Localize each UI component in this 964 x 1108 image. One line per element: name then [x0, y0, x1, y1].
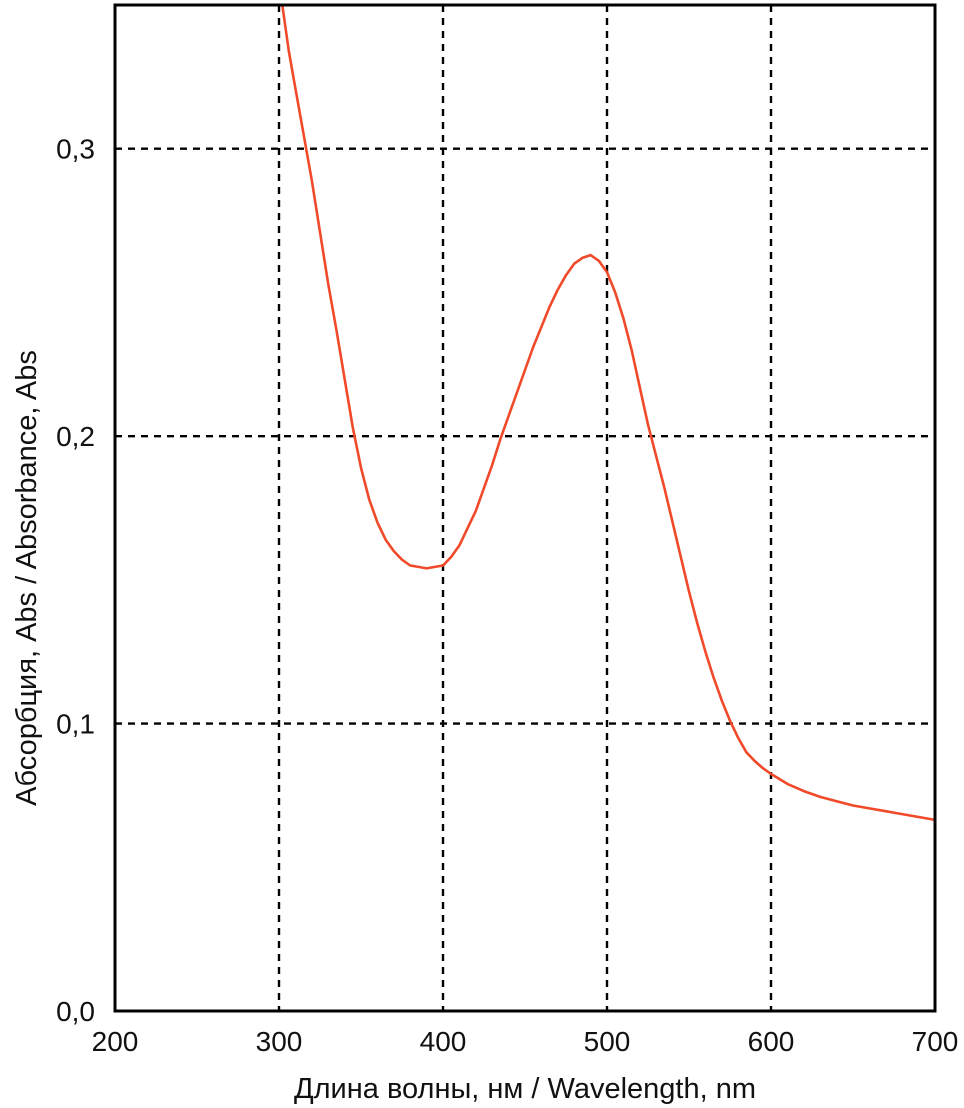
y-tick-label: 0,1 [56, 709, 95, 740]
x-tick-label: 400 [420, 1026, 467, 1057]
series-layer [280, 3, 937, 822]
y-axis-title: Абсорбция, Abs / Absorbance, Abs [11, 350, 43, 806]
series-line [280, 3, 937, 822]
x-tick-label: 200 [92, 1026, 139, 1057]
y-tick-label: 0,2 [56, 421, 95, 452]
x-tick-label: 500 [584, 1026, 631, 1057]
x-tick-labels: 200 300 400 500 600 700 [92, 1026, 959, 1057]
x-tick-label: 700 [912, 1026, 959, 1057]
gridlines [115, 5, 935, 1011]
plot-frame [113, 3, 937, 1013]
x-tick-label: 300 [256, 1026, 303, 1057]
y-tick-labels: 0,0 0,1 0,2 0,3 [56, 134, 95, 1027]
x-axis-title: Длина волны, нм / Wavelength, nm [294, 1073, 756, 1105]
y-tick-label: 0,3 [56, 134, 95, 165]
x-tick-label: 600 [748, 1026, 795, 1057]
y-tick-label: 0,0 [56, 996, 95, 1027]
